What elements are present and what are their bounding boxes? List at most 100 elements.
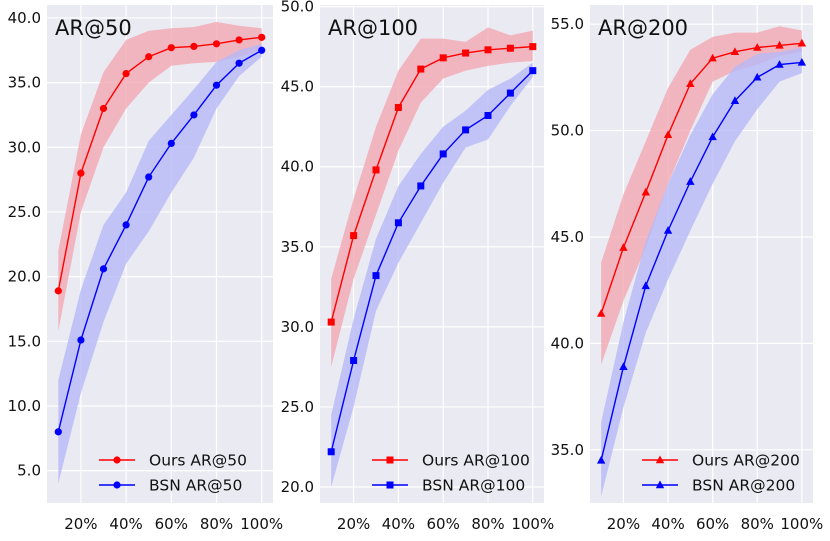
x-tick-label: 80% xyxy=(741,515,774,533)
data-point xyxy=(462,49,470,57)
series-line-1 xyxy=(57,49,263,433)
panel-0: 5.0 10.0 15.0 20.0 25.0 30.0 35.0 40.0 20% 40% 60%… xyxy=(8,5,283,533)
y-tick-label: 10.0 xyxy=(8,397,41,415)
data-point xyxy=(663,130,673,139)
data-point xyxy=(439,150,447,158)
x-tick-label: 20% xyxy=(607,515,640,533)
x-tick-label: 100% xyxy=(511,515,554,533)
y-tick-label: 40.0 xyxy=(281,158,314,176)
data-point xyxy=(327,448,335,456)
y-tick-label: 20.0 xyxy=(281,478,314,496)
legend-marker xyxy=(386,456,394,464)
y-tick-label: 50.0 xyxy=(551,122,584,140)
data-point xyxy=(753,72,762,81)
data-point xyxy=(212,81,221,89)
data-point xyxy=(686,177,695,185)
data-point xyxy=(167,139,175,148)
legend-marker xyxy=(113,481,121,489)
y-tick-label: 40.0 xyxy=(8,9,41,27)
data-point xyxy=(484,111,492,119)
confidence-band-1 xyxy=(331,62,533,487)
panel-title: AR@200 xyxy=(598,16,688,40)
x-tick-label: 80% xyxy=(471,515,504,533)
data-point xyxy=(167,44,175,52)
data-point xyxy=(54,428,62,436)
x-tick-label: 40% xyxy=(651,515,684,533)
panel-title: AR@50 xyxy=(55,16,132,40)
y-tick-label: 20.0 xyxy=(8,268,41,286)
data-point xyxy=(619,362,628,370)
panel-title: AR@100 xyxy=(328,16,418,40)
x-tick-label: 60% xyxy=(427,515,460,533)
data-point xyxy=(258,33,266,41)
data-point xyxy=(190,111,198,119)
series-line-0 xyxy=(600,42,802,314)
data-point xyxy=(212,40,221,48)
confidence-band-1 xyxy=(58,43,262,484)
x-tick-label: 60% xyxy=(696,515,729,533)
data-point xyxy=(99,265,108,273)
x-tick-label: 20% xyxy=(337,515,370,533)
legend-marker xyxy=(655,455,665,464)
data-point xyxy=(462,126,470,134)
data-point xyxy=(619,243,628,251)
x-tick-label: 80% xyxy=(200,515,233,533)
data-point xyxy=(372,166,380,174)
y-tick-label: 35.0 xyxy=(281,238,314,256)
plot-background xyxy=(47,5,273,503)
legend-marker xyxy=(655,480,665,489)
x-tick-label: 100% xyxy=(780,515,823,533)
series-line-1 xyxy=(330,70,534,452)
data-point xyxy=(122,221,130,229)
data-point xyxy=(258,46,266,54)
data-point xyxy=(439,54,447,62)
panel-2: 35.0 40.0 45.0 50.0 55.0 20% 40% 60% 80% 100% AR@2… xyxy=(551,5,823,533)
y-tick-label: 30.0 xyxy=(8,138,41,156)
y-tick-label: 45.0 xyxy=(551,228,584,246)
data-point xyxy=(235,59,243,67)
legend-label: BSN AR@50 xyxy=(149,477,242,495)
data-point xyxy=(708,132,717,141)
data-point xyxy=(775,40,784,49)
data-point xyxy=(394,219,402,227)
series-line-0 xyxy=(330,45,533,323)
y-tick-label: 5.0 xyxy=(17,462,41,480)
y-tick-label: 30.0 xyxy=(281,318,314,336)
data-point xyxy=(663,226,673,234)
data-point xyxy=(506,89,514,97)
data-point xyxy=(122,69,130,78)
data-point xyxy=(145,173,153,181)
data-point xyxy=(686,79,695,87)
legend-marker xyxy=(113,456,121,464)
data-point xyxy=(394,103,402,111)
confidence-band-0 xyxy=(601,26,802,365)
legend-label: Ours AR@200 xyxy=(692,452,800,470)
x-tick-label: 60% xyxy=(155,515,188,533)
legend-label: Ours AR@50 xyxy=(149,452,247,470)
legend-label: BSN AR@100 xyxy=(422,477,525,495)
legend-marker xyxy=(386,481,394,489)
data-point xyxy=(484,46,492,54)
x-tick-label: 40% xyxy=(382,515,415,533)
panel-1: 20.0 25.0 30.0 35.0 40.0 45.0 50.0 20% 40% 60% 80%… xyxy=(281,0,555,533)
data-point xyxy=(596,309,606,317)
y-tick-label: 40.0 xyxy=(551,334,584,352)
data-point xyxy=(529,43,537,51)
data-point xyxy=(235,36,243,44)
data-point xyxy=(775,60,784,68)
legend-label: BSN AR@200 xyxy=(692,477,795,495)
y-tick-label: 50.0 xyxy=(281,0,314,16)
data-point xyxy=(99,104,108,113)
data-point xyxy=(417,182,425,190)
data-point xyxy=(641,281,650,290)
data-point xyxy=(529,67,537,75)
data-point xyxy=(708,53,717,62)
y-tick-label: 35.0 xyxy=(8,74,41,92)
data-point xyxy=(730,47,740,56)
series-line-1 xyxy=(600,61,802,461)
x-tick-label: 100% xyxy=(240,515,283,533)
confidence-band-0 xyxy=(331,27,533,367)
y-tick-label: 55.0 xyxy=(551,15,584,33)
data-point xyxy=(641,187,650,196)
